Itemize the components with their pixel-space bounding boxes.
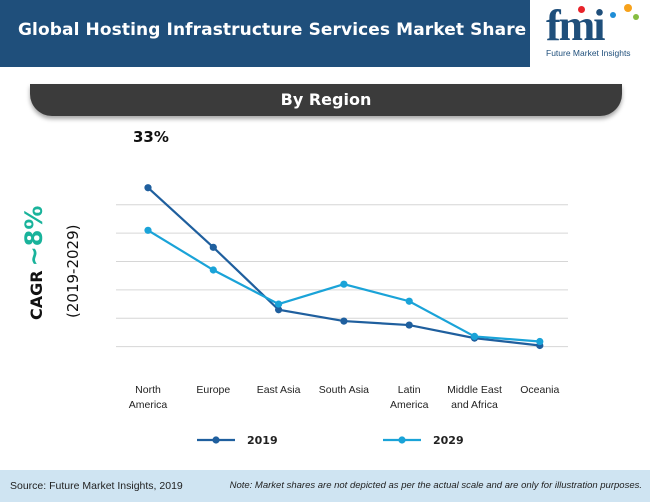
footer: Source: Future Market Insights, 2019 Not… [0,470,650,502]
point-2019-0 [144,184,152,192]
page-title: Global Hosting Infrastructure Services M… [18,20,566,40]
cagr-label: CAGR ~8% [20,206,48,320]
point-2019-4 [405,321,413,329]
logo-dot-green [633,14,639,20]
point-2029-4 [405,297,413,305]
logo-dot-orange [624,4,632,12]
x-tick-label: Oceania [520,384,559,396]
point-2029-3 [340,280,348,288]
logo-dot-red [578,6,585,13]
point-2029-2 [275,300,283,308]
point-2029-5 [470,332,479,341]
point-2019-3 [340,317,348,325]
logo-dot-blue [610,12,616,18]
x-tick-label: Latin America [390,384,429,411]
x-tick-label: North America [129,384,168,411]
legend-marker-2029 [398,436,406,444]
legend-label-2019: 2019 [247,434,278,447]
fmi-logo: fmi Future Market Insights [538,4,646,66]
point-2019-1 [209,243,217,251]
point-2029-0 [144,226,152,234]
logo-caption: Future Market Insights [546,48,631,58]
x-tick-label: South Asia [319,384,369,396]
note-text: Note: Market shares are not depicted as … [229,480,642,491]
cagr-period: (2019-2029) [64,224,82,318]
legend-label-2029: 2029 [433,434,464,447]
x-tick-label: East Asia [257,384,301,396]
cagr-word: CAGR [27,270,46,320]
header-banner: Global Hosting Infrastructure Services M… [0,0,565,67]
legend-marker-2019 [212,436,220,444]
region-label: By Region [280,90,372,109]
logo-text: fmi [546,1,606,50]
region-bar: By Region [30,84,622,116]
peak-annotation: 33% [133,128,169,146]
x-tick-label: Middle East and Africa [447,384,502,411]
source-text: Source: Future Market Insights, 2019 [10,480,183,492]
cagr-value: ~8% [20,205,48,267]
point-2029-6 [536,337,544,346]
point-2029-1 [209,266,217,274]
point-2019-2 [275,306,283,314]
x-tick-label: Europe [196,384,230,396]
